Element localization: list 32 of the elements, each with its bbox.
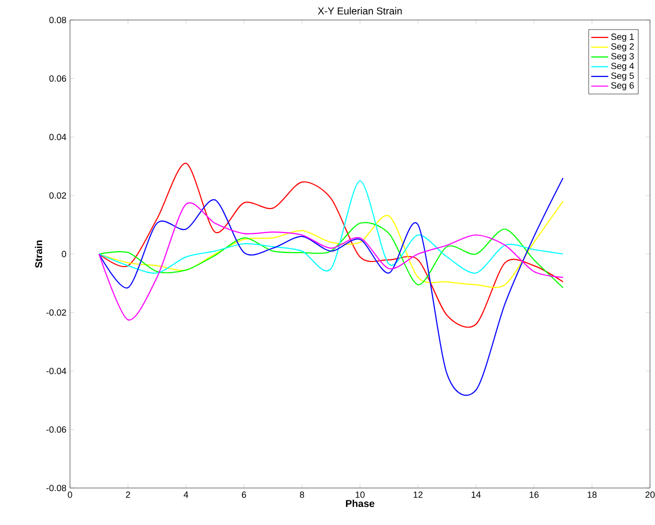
y-axis-title: Strain: [34, 240, 42, 268]
line-series: [98, 202, 564, 320]
x-tick-label: 0: [68, 492, 72, 498]
x-tick-label: 14: [472, 492, 481, 498]
y-tick-label: -0.04: [46, 368, 66, 374]
y-tick-label: 0.02: [49, 192, 66, 199]
x-axis-title: Phase: [346, 500, 374, 508]
legend-label: Seg 1: [611, 34, 634, 42]
legend-label: Seg 2: [611, 43, 634, 52]
y-tick-label: 0.08: [49, 16, 66, 24]
x-tick-label: 16: [530, 492, 539, 498]
legend-label: Seg 5: [611, 72, 634, 81]
y-tick-label: -0.02: [46, 309, 66, 316]
x-tick-label: 10: [356, 492, 365, 498]
x-tick-label: 6: [242, 492, 246, 498]
y-tick-label: -0.08: [46, 484, 66, 492]
line-series: [98, 222, 564, 288]
y-tick-label: 0: [62, 250, 66, 258]
y-tick-label: -0.06: [46, 426, 66, 433]
line-series: [98, 180, 564, 274]
legend-label: Seg 3: [611, 53, 634, 62]
x-tick-label: 4: [184, 492, 188, 498]
x-tick-label: 12: [414, 492, 423, 498]
x-tick-label: 20: [645, 492, 655, 498]
y-tick-label: 0.06: [49, 75, 66, 82]
x-tick-label: 2: [126, 492, 130, 498]
x-tick-label: 8: [300, 492, 304, 498]
legend-label: Seg 4: [611, 62, 634, 71]
chart-title: X-Y Eulerian Strain: [318, 7, 402, 14]
legend-label: Seg 6: [611, 82, 634, 90]
x-tick-label: 18: [588, 492, 597, 498]
y-tick-label: 0.04: [49, 134, 66, 140]
